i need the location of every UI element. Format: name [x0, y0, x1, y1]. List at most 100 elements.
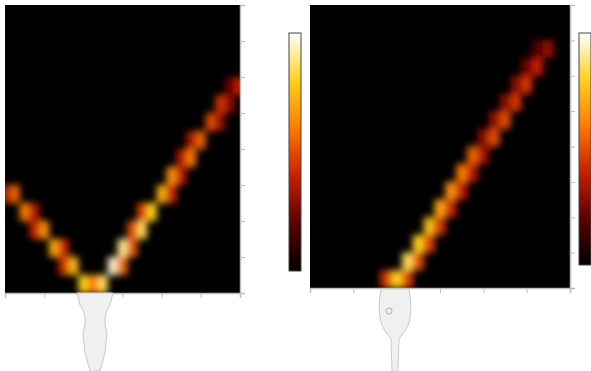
y-tick: [240, 5, 245, 6]
heat-cell: [478, 129, 489, 147]
heat-cell: [489, 129, 500, 147]
heat-cell: [176, 167, 186, 185]
x-tick: [527, 288, 528, 293]
heat-cell: [543, 40, 554, 58]
heat-cell: [29, 221, 39, 239]
heat-cell: [118, 257, 128, 275]
heat-cell: [435, 200, 446, 218]
heat-cell: [167, 185, 177, 203]
panel: [310, 5, 591, 371]
heat-cell: [59, 257, 69, 275]
y-tick-mark: [240, 77, 245, 78]
colorbar: [579, 33, 591, 265]
y-tick-mark: [570, 5, 575, 6]
heat-cell: [521, 76, 532, 94]
heat-cell: [186, 149, 196, 167]
plot-area: [5, 77, 240, 293]
heat-cell: [235, 77, 240, 95]
heat-cell: [167, 167, 177, 185]
x-tick: [5, 293, 6, 298]
y-tick-mark: [570, 217, 575, 218]
transducer-detail: [386, 308, 392, 314]
y-tick: [240, 113, 245, 114]
x-tick-mark: [353, 288, 354, 293]
x-axis-line: [6, 294, 241, 299]
x-axis-line: [311, 289, 571, 294]
heat-cell: [510, 76, 521, 94]
x-tick: [201, 293, 202, 298]
y-axis-line: [571, 6, 576, 289]
x-tick-mark: [44, 293, 45, 298]
heat-cell: [424, 235, 435, 253]
heat-cell: [29, 203, 39, 221]
heat-cell: [176, 149, 186, 167]
y-tick: [570, 182, 575, 183]
heat-cell: [445, 182, 456, 200]
y-tick-mark: [570, 76, 575, 77]
y-axis: [240, 6, 245, 294]
heat-cell: [216, 113, 226, 131]
heat-cell: [5, 185, 10, 203]
y-tick-mark: [570, 40, 575, 41]
heat-cell: [216, 95, 226, 113]
heat-cell: [532, 58, 543, 76]
heat-cell: [39, 221, 49, 239]
colorbar: [289, 33, 301, 271]
y-tick: [240, 257, 245, 258]
x-tick: [44, 293, 45, 298]
x-tick-mark: [440, 288, 441, 293]
heat-cell: [108, 257, 118, 275]
y-tick-mark: [570, 253, 575, 254]
heat-cell: [59, 239, 69, 257]
x-axis: [311, 288, 571, 293]
panel: [0, 5, 301, 371]
heat-cell: [500, 93, 511, 111]
plot-area: [380, 40, 553, 288]
cells: [5, 77, 240, 293]
heat-cell: [380, 270, 391, 288]
x-tick-mark: [310, 288, 311, 293]
x-tick-mark: [201, 293, 202, 298]
heat-cell: [435, 217, 446, 235]
y-tick: [240, 41, 245, 42]
heat-cell: [137, 203, 147, 221]
y-axis-line: [241, 6, 246, 294]
heat-cell: [521, 58, 532, 76]
heat-cell: [225, 77, 235, 95]
figure: [0, 0, 591, 371]
y-tick: [570, 147, 575, 148]
heat-cell: [489, 111, 500, 129]
heat-cell: [402, 270, 413, 288]
heat-cell: [157, 185, 167, 203]
y-tick: [240, 149, 245, 150]
heat-cell: [49, 239, 59, 257]
heat-cell: [78, 275, 88, 293]
heat-cell: [196, 131, 206, 149]
y-tick-mark: [570, 288, 575, 289]
y-tick-mark: [240, 257, 245, 258]
heat-cell: [456, 164, 467, 182]
heat-cell: [510, 93, 521, 111]
y-tick-mark: [570, 147, 575, 148]
transducer: [379, 289, 411, 371]
y-tick-mark: [240, 113, 245, 114]
heat-cell: [137, 221, 147, 239]
heat-cell: [478, 147, 489, 165]
x-tick: [123, 293, 124, 298]
y-tick-mark: [240, 149, 245, 150]
y-tick: [570, 217, 575, 218]
plot-background: [310, 5, 570, 288]
transducer: [77, 293, 113, 371]
y-tick-mark: [570, 182, 575, 183]
heat-cell: [69, 257, 79, 275]
heat-cell: [500, 111, 511, 129]
y-tick-mark: [240, 5, 245, 6]
heat-cell: [127, 239, 137, 257]
y-tick-mark: [570, 111, 575, 112]
heat-cell: [456, 182, 467, 200]
heat-cell: [445, 200, 456, 218]
x-tick: [353, 288, 354, 293]
heat-cell: [532, 40, 543, 58]
y-tick-mark: [240, 221, 245, 222]
y-tick: [570, 40, 575, 41]
